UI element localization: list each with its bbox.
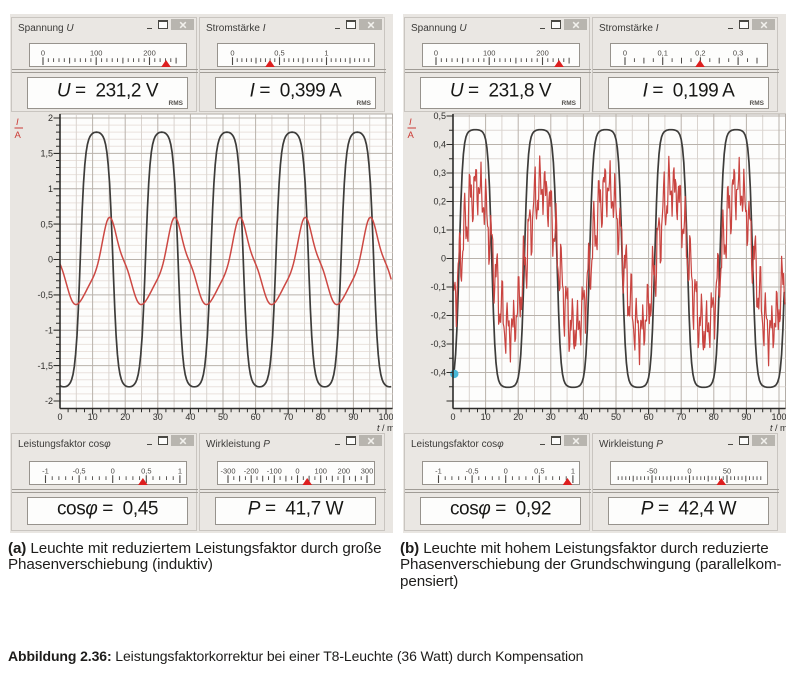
svg-text:0,3: 0,3 — [433, 168, 446, 178]
svg-text:0: 0 — [111, 466, 115, 475]
svg-text:0,5: 0,5 — [433, 111, 446, 121]
svg-text:300: 300 — [361, 466, 374, 475]
svg-text:1,5: 1,5 — [40, 149, 53, 159]
svg-text:10: 10 — [88, 412, 98, 422]
svg-text:30: 30 — [153, 412, 163, 422]
svg-text:50: 50 — [218, 412, 228, 422]
svg-text:2: 2 — [48, 113, 53, 123]
svg-text:I: I — [16, 117, 19, 128]
svg-text:70: 70 — [676, 412, 686, 422]
svg-text:40: 40 — [578, 412, 588, 422]
svg-text:0: 0 — [57, 412, 62, 422]
svg-text:0: 0 — [441, 254, 446, 264]
svg-text:-0,4: -0,4 — [430, 368, 446, 378]
svg-text:-0,5: -0,5 — [73, 466, 86, 475]
svg-text:0: 0 — [623, 48, 627, 57]
svg-text:0,5: 0,5 — [141, 466, 151, 475]
svg-text:200: 200 — [338, 466, 351, 475]
svg-text:I: I — [409, 117, 412, 128]
svg-text:100: 100 — [483, 48, 496, 57]
svg-text:200: 200 — [536, 48, 549, 57]
svg-text:80: 80 — [709, 412, 719, 422]
svg-text:0,5: 0,5 — [534, 466, 544, 475]
svg-text:50: 50 — [723, 466, 731, 475]
svg-text:1: 1 — [571, 466, 575, 475]
svg-text:90: 90 — [348, 412, 358, 422]
svg-text:40: 40 — [185, 412, 195, 422]
svg-text:100: 100 — [314, 466, 327, 475]
svg-text:0,1: 0,1 — [657, 48, 667, 57]
svg-text:70: 70 — [283, 412, 293, 422]
svg-text:A: A — [408, 130, 415, 141]
svg-text:-100: -100 — [267, 466, 282, 475]
svg-text:90: 90 — [741, 412, 751, 422]
svg-text:0: 0 — [450, 412, 455, 422]
svg-text:50: 50 — [611, 412, 621, 422]
svg-text:0,1: 0,1 — [433, 225, 446, 235]
svg-text:200: 200 — [143, 48, 156, 57]
svg-text:-2: -2 — [45, 396, 53, 406]
svg-text:10: 10 — [481, 412, 491, 422]
svg-text:100: 100 — [378, 412, 393, 422]
svg-text:0,2: 0,2 — [433, 197, 446, 207]
svg-text:0: 0 — [48, 255, 53, 265]
svg-text:60: 60 — [251, 412, 261, 422]
svg-text:-300: -300 — [220, 466, 235, 475]
svg-text:0: 0 — [434, 48, 438, 57]
svg-text:-1: -1 — [435, 466, 442, 475]
svg-text:-50: -50 — [647, 466, 658, 475]
svg-text:0,3: 0,3 — [733, 48, 743, 57]
svg-text:0,5: 0,5 — [274, 48, 284, 57]
svg-text:-0,5: -0,5 — [466, 466, 479, 475]
svg-text:-0,5: -0,5 — [37, 290, 53, 300]
svg-text:100: 100 — [771, 412, 786, 422]
svg-text:-0,3: -0,3 — [430, 339, 446, 349]
svg-text:80: 80 — [316, 412, 326, 422]
svg-text:20: 20 — [513, 412, 523, 422]
svg-text:0: 0 — [687, 466, 691, 475]
svg-text:0,5: 0,5 — [40, 219, 53, 229]
svg-text:30: 30 — [546, 412, 556, 422]
svg-text:1: 1 — [178, 466, 182, 475]
svg-text:0: 0 — [230, 48, 234, 57]
svg-text:-1: -1 — [42, 466, 49, 475]
svg-text:0,2: 0,2 — [695, 48, 705, 57]
svg-text:-0,1: -0,1 — [430, 282, 446, 292]
svg-text:1: 1 — [324, 48, 328, 57]
svg-text:20: 20 — [120, 412, 130, 422]
svg-text:-200: -200 — [244, 466, 259, 475]
svg-text:t / ms: t / ms — [377, 423, 393, 433]
svg-text:A: A — [15, 130, 22, 141]
svg-text:100: 100 — [90, 48, 103, 57]
svg-text:0: 0 — [504, 466, 508, 475]
svg-text:60: 60 — [644, 412, 654, 422]
svg-text:0: 0 — [41, 48, 45, 57]
svg-text:-1: -1 — [45, 325, 53, 335]
svg-text:-0,2: -0,2 — [430, 311, 446, 321]
svg-text:0,4: 0,4 — [433, 140, 446, 150]
svg-text:t / ms: t / ms — [770, 423, 786, 433]
svg-text:0: 0 — [295, 466, 299, 475]
svg-text:1: 1 — [48, 184, 53, 194]
svg-text:-1,5: -1,5 — [37, 361, 53, 371]
